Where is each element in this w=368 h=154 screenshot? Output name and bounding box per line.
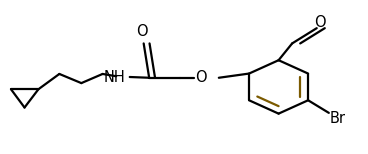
- Text: Br: Br: [330, 111, 346, 126]
- Text: O: O: [136, 24, 148, 39]
- Text: O: O: [195, 70, 206, 85]
- Text: NH: NH: [103, 70, 125, 85]
- Text: O: O: [314, 15, 325, 30]
